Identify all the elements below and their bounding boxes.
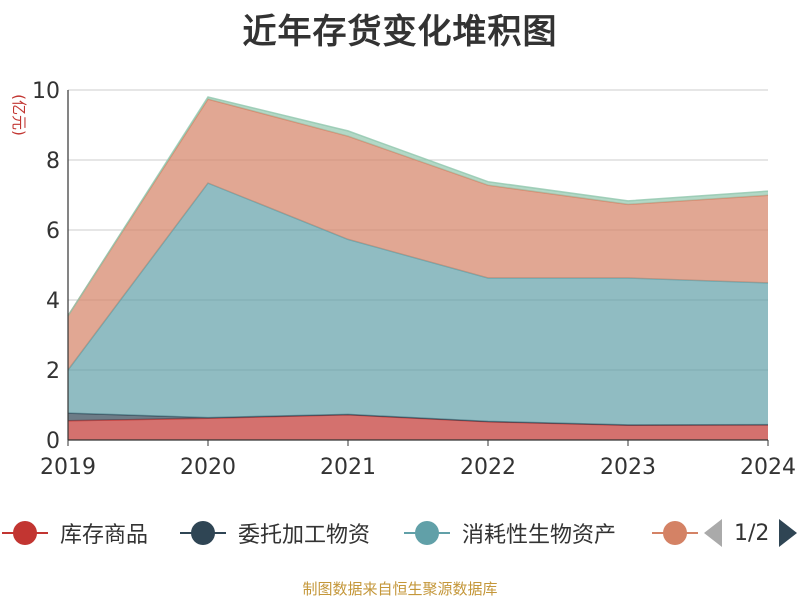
x-tick-label: 2019 [40,455,96,480]
y-tick-label: 4 [46,289,60,314]
legend-page-indicator: 1/2 [734,520,770,546]
y-tick-label: 6 [46,219,60,244]
area-series-0 [68,414,768,440]
legend-pager: 1/2 [700,515,800,551]
x-tick-label: 2023 [600,455,656,480]
y-tick-label: 10 [32,79,60,104]
legend-item[interactable]: 库存商品 [0,515,148,551]
x-tick-label: 2022 [460,455,516,480]
legend-swatch-icon [178,521,228,545]
x-tick-label: 2020 [180,455,236,480]
legend-item[interactable]: 委托加工物资 [178,515,370,551]
x-tick-label: 2021 [320,455,376,480]
legend-label: 库存商品 [60,523,149,548]
y-tick-label: 2 [46,359,60,384]
legend-label: 消耗性生物资产 [462,523,617,548]
area-layer [67,96,769,440]
axis-layer: 0 2 4 6 8 10 2019 2020 2021 2022 2023 2024 [32,79,796,480]
area-series-line-4 [67,96,769,317]
legend-label: 委托加工物资 [238,523,371,548]
source-note: 制图数据来自恒生聚源数据库 [302,580,498,598]
x-tick-label: 2024 [740,455,796,480]
area-series-3 [68,99,768,370]
legend-swatch-icon [402,521,452,545]
legend-swatch-icon [650,521,700,545]
y-tick-label: 0 [46,429,60,454]
y-axis-label: (亿元) [10,94,28,136]
legend-swatch-icon [0,521,50,545]
area-series-2 [68,183,768,425]
chevron-left-icon[interactable] [704,519,722,547]
legend-item[interactable]: 消耗性生物资产 [402,515,616,551]
chart-title: 近年存货变化堆积图 [242,12,558,52]
chevron-right-icon[interactable] [779,519,798,547]
y-tick-label: 8 [46,149,60,174]
legend-item[interactable] [650,515,700,551]
legend: 库存商品 委托加工物资 消耗性生物资产 [0,515,700,551]
